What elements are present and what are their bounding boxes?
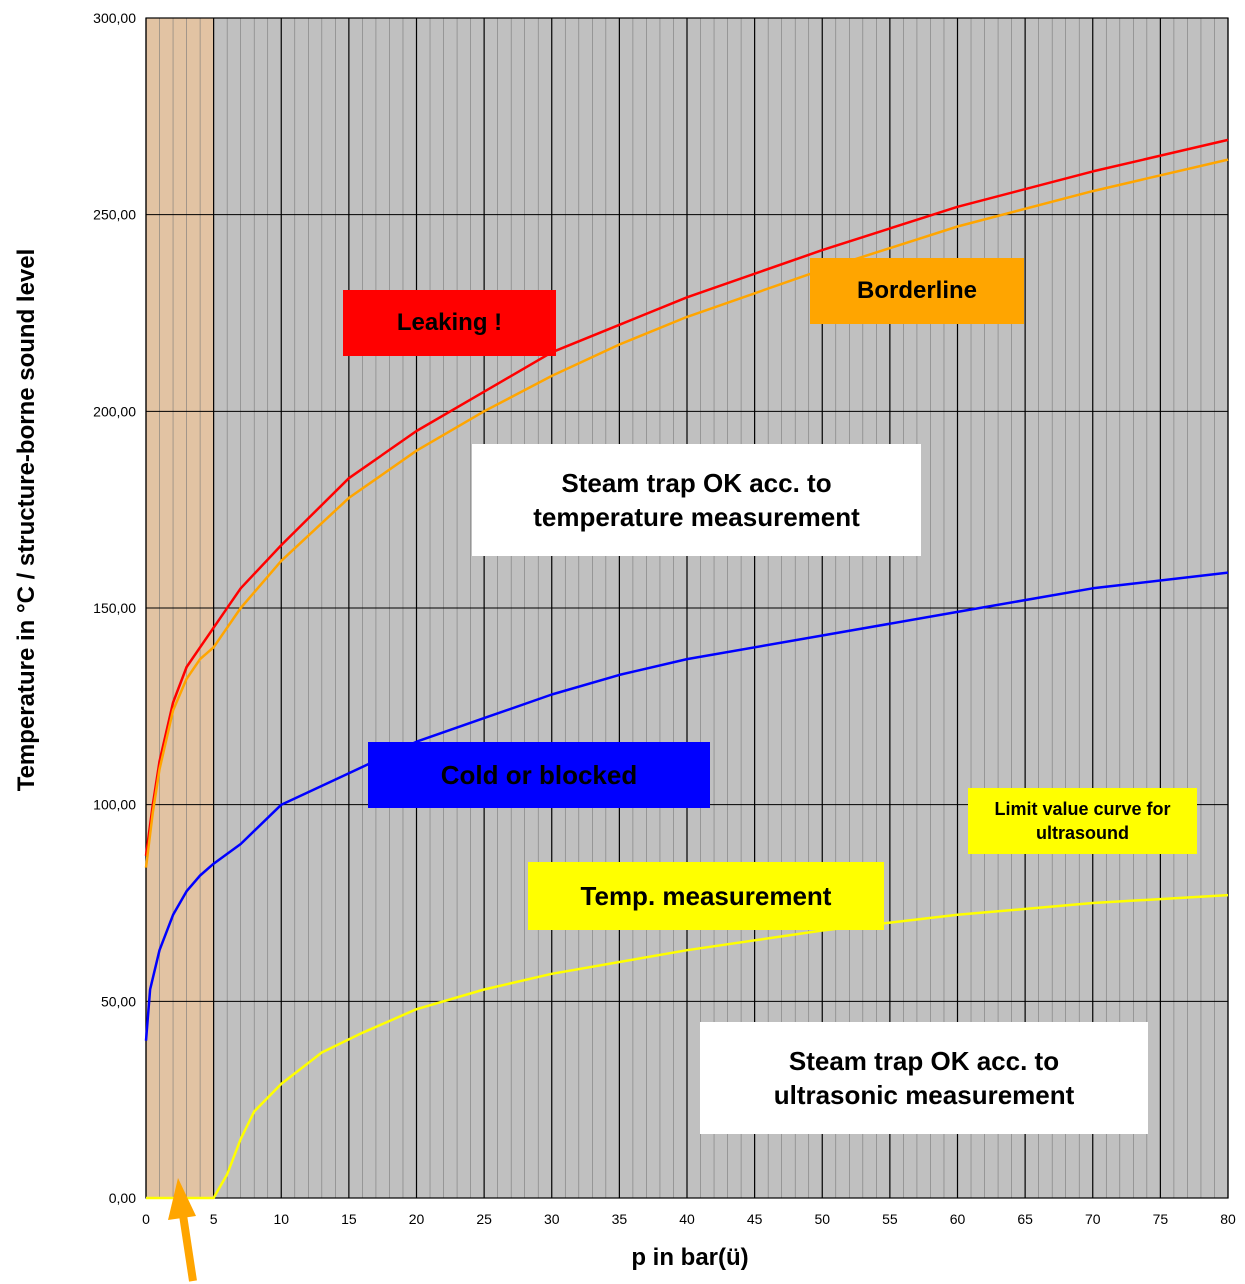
x-tick-label: 25 xyxy=(476,1211,492,1227)
arrow-icon xyxy=(168,1178,197,1282)
x-tick-label: 75 xyxy=(1153,1211,1169,1227)
x-tick-label: 70 xyxy=(1085,1211,1101,1227)
y-tick-label: 200,00 xyxy=(93,403,136,419)
y-tick-label: 50,00 xyxy=(101,993,136,1009)
label-ok-ultrasonic: Steam trap OK acc. to ultrasonic measure… xyxy=(700,1022,1148,1134)
x-tick-label: 65 xyxy=(1017,1211,1033,1227)
x-tick-label: 45 xyxy=(747,1211,763,1227)
y-axis-title: Temperature in °C / structure-borne soun… xyxy=(13,249,40,792)
x-tick-label: 40 xyxy=(679,1211,695,1227)
x-tick-label: 55 xyxy=(882,1211,898,1227)
x-tick-label: 30 xyxy=(544,1211,560,1227)
label-limit-ultrasound: Limit value curve for ultrasound xyxy=(968,788,1197,854)
x-tick-label: 0 xyxy=(142,1211,150,1227)
series-line-2 xyxy=(144,571,1229,1041)
y-tick-label: 300,00 xyxy=(93,10,136,26)
label-cold-blocked: Cold or blocked xyxy=(368,742,710,808)
y-tick-label: 150,00 xyxy=(93,600,136,616)
plot-border xyxy=(145,17,1229,1199)
x-tick-label: 5 xyxy=(210,1211,218,1227)
label-temp-measurement: Temp. measurement xyxy=(528,862,884,930)
x-tick-labels: 0 5 10 15 20 25 30 35 40 45 50 55 60 65 70 75 80 xyxy=(142,1211,1236,1227)
label-leaking: Leaking ! xyxy=(343,290,556,356)
x-tick-label: 10 xyxy=(273,1211,289,1227)
x-tick-label: 50 xyxy=(814,1211,830,1227)
y-tick-label: 0,00 xyxy=(109,1190,136,1206)
y-tick-labels: 0,00 50,00 100,00 150,00 200,00 250,00 300,00 xyxy=(93,10,136,1206)
y-tick-label: 250,00 xyxy=(93,207,136,223)
x-tick-label: 80 xyxy=(1220,1211,1236,1227)
x-tick-label: 20 xyxy=(409,1211,425,1227)
label-ok-temperature: Steam trap OK acc. to temperature measur… xyxy=(472,444,921,556)
x-tick-label: 15 xyxy=(341,1211,357,1227)
x-tick-label: 60 xyxy=(950,1211,966,1227)
x-tick-label: 35 xyxy=(612,1211,628,1227)
y-tick-label: 100,00 xyxy=(93,797,136,813)
grid xyxy=(145,17,1229,1199)
label-borderline: Borderline xyxy=(810,258,1024,324)
series-line-0 xyxy=(144,138,1229,856)
x-axis-title: p in bar(ü) xyxy=(631,1244,748,1271)
